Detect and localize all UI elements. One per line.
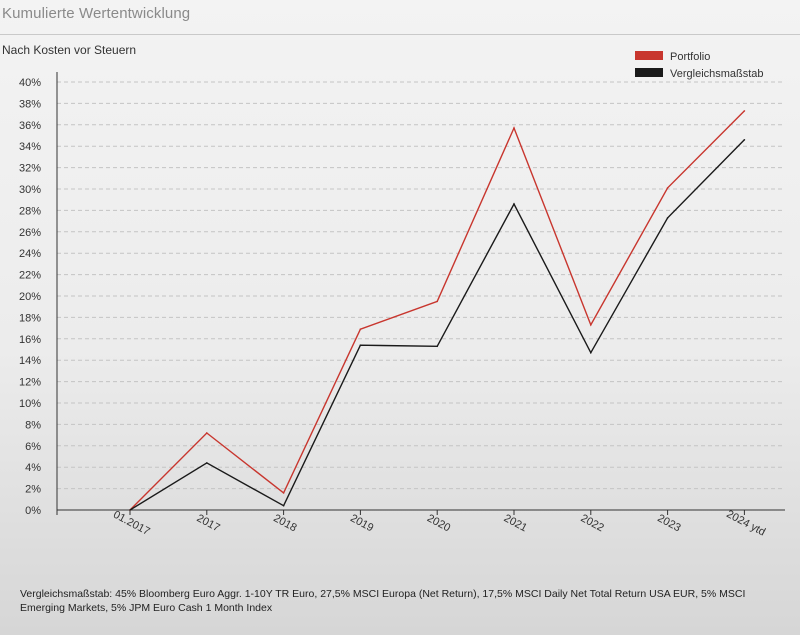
data-point-portfolio	[743, 110, 746, 112]
section-title: Kumulierte Wertentwicklung	[2, 5, 191, 22]
legend-swatch	[635, 51, 663, 60]
data-point-portfolio	[666, 187, 669, 189]
x-tick-label: 2023	[655, 512, 682, 534]
title-divider	[0, 34, 800, 35]
data-point-benchmark	[206, 462, 208, 464]
y-tick-label: 34%	[19, 141, 41, 153]
data-point-benchmark	[743, 138, 746, 141]
y-tick-label: 22%	[19, 270, 41, 282]
data-point-portfolio	[282, 492, 285, 494]
data-point-portfolio	[206, 432, 208, 434]
x-tick-label: 2019	[348, 512, 375, 534]
data-point-benchmark	[590, 351, 592, 354]
data-point-portfolio	[436, 300, 439, 303]
y-tick-label: 32%	[19, 163, 41, 175]
y-tick-label: 26%	[19, 227, 41, 239]
legend-label: Vergleichsmaßstab	[670, 68, 764, 80]
y-tick-label: 12%	[19, 377, 41, 389]
data-point-portfolio	[513, 127, 515, 129]
x-tick-label: 2017	[195, 512, 222, 534]
x-tick-label: 2020	[425, 512, 452, 534]
benchmark-footnote: Vergleichsmaßstab: 45% Bloomberg Euro Ag…	[20, 588, 746, 614]
chart-subtitle: Nach Kosten vor Steuern	[2, 43, 137, 57]
x-tick-label: 01.2017	[111, 509, 152, 538]
y-tick-label: 20%	[19, 291, 41, 303]
data-point-portfolio	[590, 324, 592, 326]
y-tick-label: 0%	[25, 505, 41, 517]
y-tick-label: 2%	[25, 484, 41, 496]
data-point-portfolio	[359, 328, 362, 330]
series-line-benchmark	[129, 139, 745, 511]
y-tick-label: 30%	[19, 184, 41, 196]
y-tick-label: 14%	[19, 355, 41, 367]
x-tick-label: 2021	[502, 512, 529, 534]
data-point-benchmark	[513, 203, 515, 205]
y-tick-label: 28%	[19, 205, 41, 217]
data-point-benchmark	[359, 344, 362, 347]
y-tick-label: 36%	[19, 120, 41, 132]
y-tick-label: 40%	[19, 77, 41, 89]
data-point-benchmark	[282, 504, 285, 507]
y-tick-label: 6%	[25, 441, 41, 453]
y-tick-label: 38%	[19, 98, 41, 110]
y-tick-label: 16%	[19, 334, 41, 346]
y-tick-label: 8%	[25, 419, 41, 431]
x-tick-label: 2022	[579, 512, 606, 534]
x-tick-label: 2018	[271, 512, 298, 534]
y-tick-label: 10%	[19, 398, 41, 410]
series-line-portfolio	[129, 110, 745, 511]
x-tick-label: 2024 ytd	[724, 508, 767, 538]
data-point-benchmark	[666, 217, 669, 219]
data-point-benchmark	[436, 345, 439, 348]
y-tick-label: 18%	[19, 312, 41, 324]
data-point-benchmark	[129, 509, 131, 511]
legend-label: Portfolio	[670, 51, 710, 63]
y-tick-label: 4%	[25, 462, 41, 474]
y-tick-label: 24%	[19, 248, 41, 260]
legend-swatch	[635, 68, 663, 77]
